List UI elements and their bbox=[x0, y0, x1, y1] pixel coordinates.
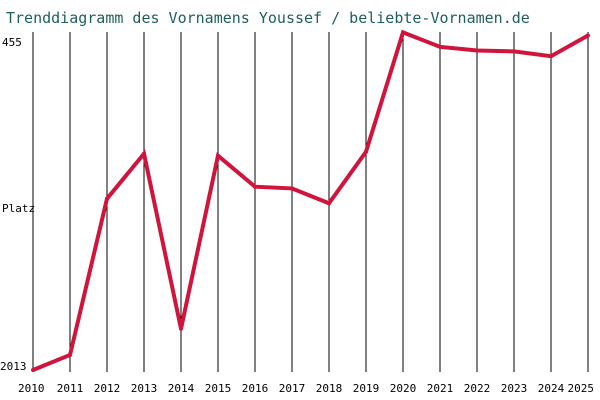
data-point-2012 bbox=[105, 196, 109, 201]
data-point-2017 bbox=[290, 186, 294, 191]
data-point-2023 bbox=[512, 49, 516, 54]
x-tick-2016: 2016 bbox=[242, 382, 269, 395]
y-tick-bottom: 2013 bbox=[0, 360, 27, 373]
data-point-2019 bbox=[364, 149, 368, 154]
y-tick-top: 455 bbox=[2, 36, 22, 49]
series-line-youssef bbox=[32, 29, 589, 372]
data-point-2024 bbox=[549, 54, 553, 59]
x-axis-ticks: 2010 2011 2012 2013 2014 2015 2016 2017 2018 2019… bbox=[18, 382, 594, 395]
x-tick-2011: 2011 bbox=[57, 382, 84, 395]
data-point-2021 bbox=[438, 44, 442, 49]
x-tick-2010: 2010 bbox=[18, 382, 45, 395]
data-point-2014 bbox=[179, 326, 183, 331]
data-point-2022 bbox=[475, 48, 479, 53]
x-tick-2022: 2022 bbox=[464, 382, 491, 395]
data-point-2025 bbox=[586, 33, 590, 38]
chart-title: Trenddiagramm des Vornamens Youssef / be… bbox=[6, 9, 530, 27]
x-tick-2018: 2018 bbox=[316, 382, 343, 395]
data-point-2016 bbox=[253, 184, 257, 189]
x-tick-2020: 2020 bbox=[390, 382, 417, 395]
y-axis-label: Platz bbox=[2, 202, 35, 215]
data-point-2015 bbox=[216, 153, 220, 158]
x-tick-2013: 2013 bbox=[131, 382, 158, 395]
x-tick-2015: 2015 bbox=[205, 382, 232, 395]
x-tick-2021: 2021 bbox=[427, 382, 454, 395]
x-tick-2014: 2014 bbox=[168, 382, 195, 395]
x-tick-2017: 2017 bbox=[279, 382, 306, 395]
x-tick-2012: 2012 bbox=[94, 382, 121, 395]
x-tick-2023: 2023 bbox=[501, 382, 528, 395]
data-point-2013 bbox=[142, 151, 146, 156]
data-point-2010 bbox=[31, 368, 35, 372]
series-layer bbox=[31, 29, 590, 372]
data-point-2020 bbox=[401, 30, 405, 35]
x-tick-2019: 2019 bbox=[353, 382, 380, 395]
x-tick-2024: 2024 bbox=[538, 382, 565, 395]
data-point-2018 bbox=[327, 201, 331, 206]
data-point-2011 bbox=[68, 352, 72, 357]
vertical-grid-lines bbox=[32, 32, 589, 372]
x-tick-2025: 2025 bbox=[568, 382, 595, 395]
